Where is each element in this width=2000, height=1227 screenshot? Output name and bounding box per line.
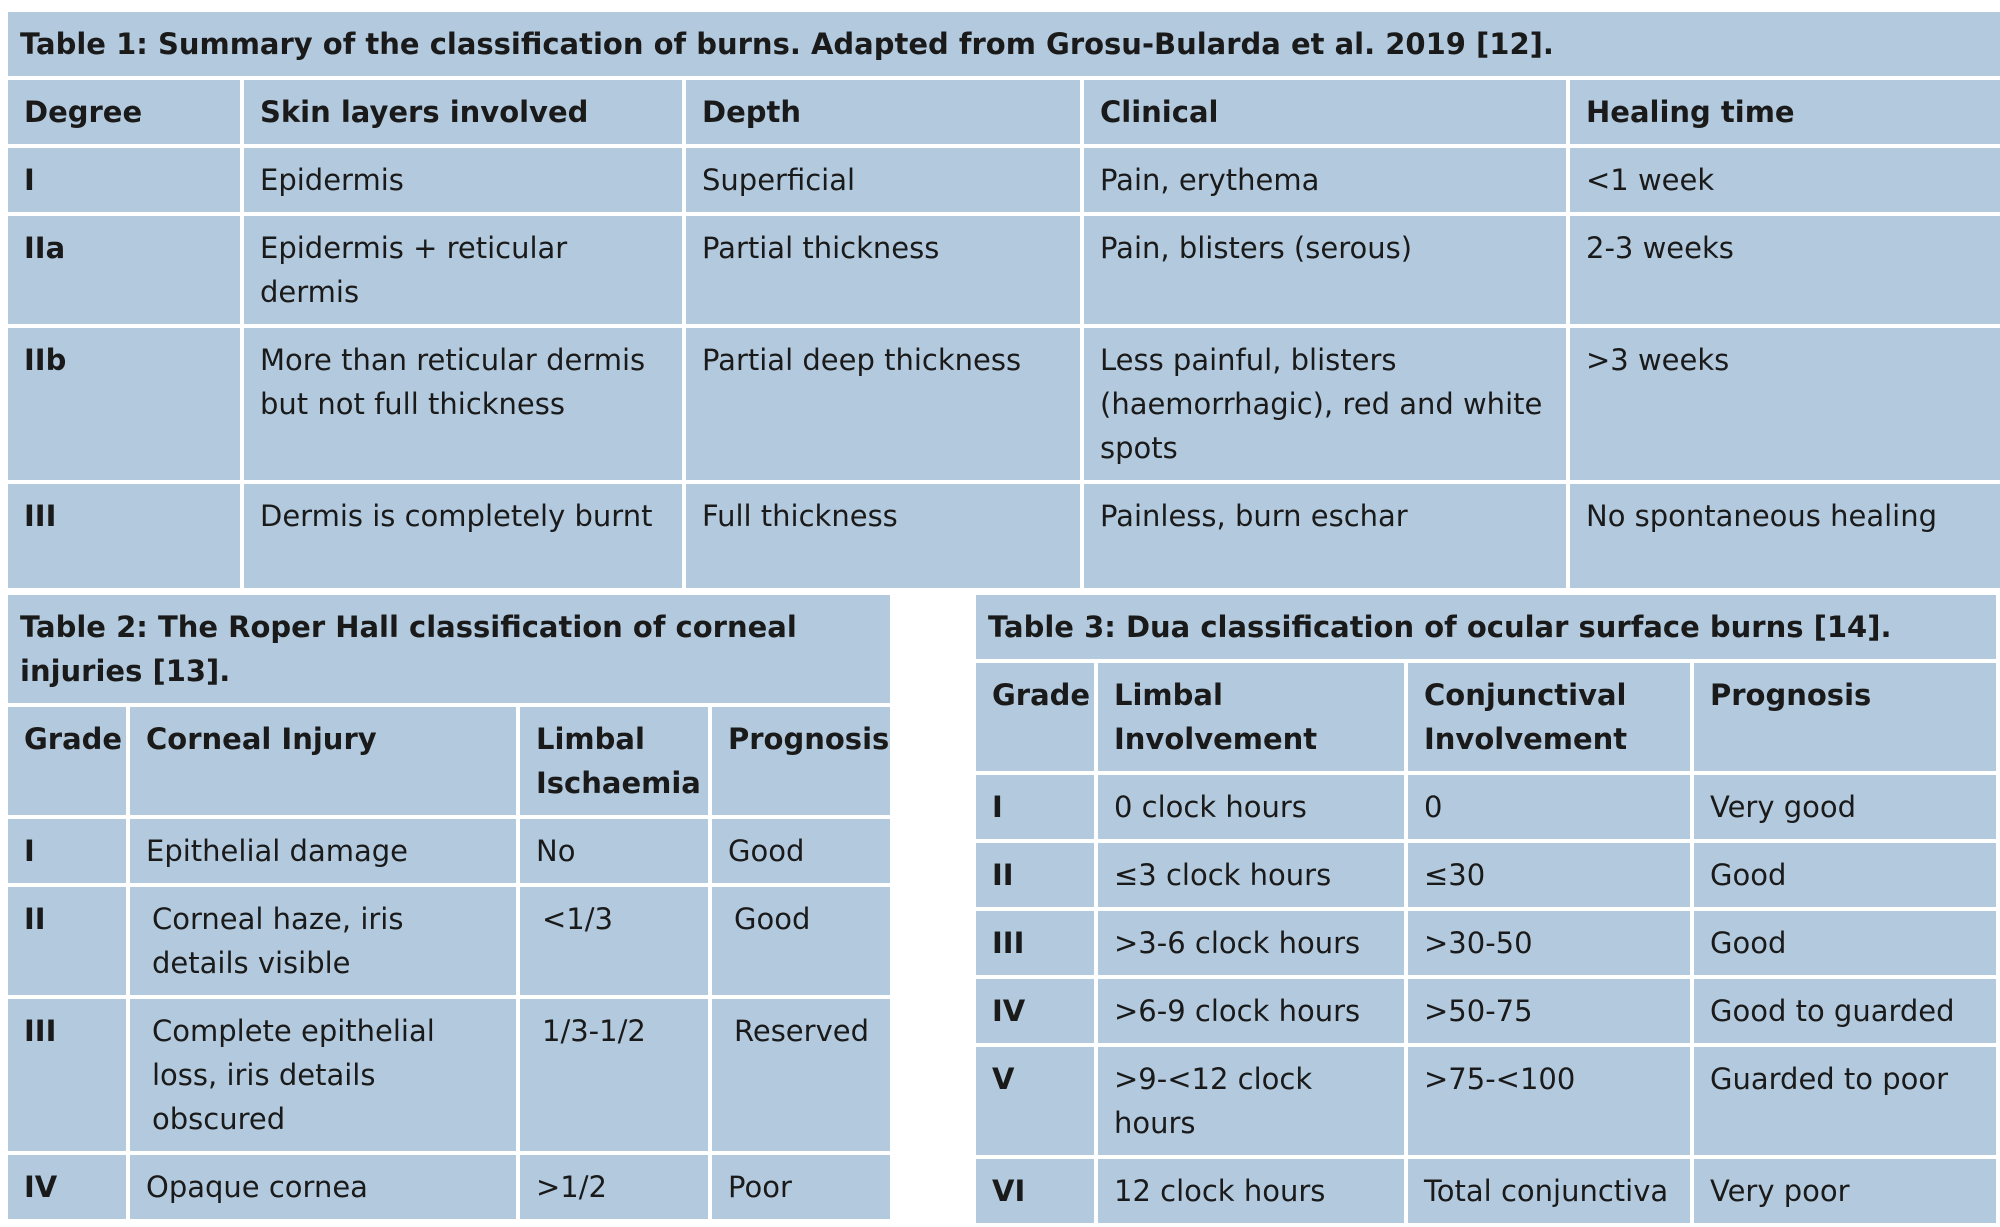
table-3-header-conjunctival-involvement: Conjunctival Involvement xyxy=(1408,663,1690,771)
clinical-cell: Painless, burn eschar xyxy=(1084,484,1566,588)
table-row: II ≤3 clock hours ≤30 Good xyxy=(976,843,1997,907)
table-row: IIb More than reticular dermis but not f… xyxy=(8,328,2000,480)
prognosis-cell: Good to guarded xyxy=(1694,979,1997,1043)
prognosis-cell: Guarded to poor xyxy=(1694,1047,1997,1155)
table-2-header-grade: Grade xyxy=(8,707,126,815)
healing-time-cell: No spontaneous healing xyxy=(1570,484,2000,588)
table-row: II Corneal haze, iris details visible <1… xyxy=(8,887,891,995)
table-3-caption: Table 3: Dua classification of ocular su… xyxy=(976,595,1997,659)
table-1-header-healing-time: Healing time xyxy=(1570,80,2000,144)
skin-layers-cell: Epidermis + reticular dermis xyxy=(244,216,682,324)
depth-cell: Superficial xyxy=(686,148,1080,212)
degree-cell: IIa xyxy=(8,216,240,324)
limbal-involvement-cell: >6-9 clock hours xyxy=(1098,979,1404,1043)
limbal-involvement-cell: ≤3 clock hours xyxy=(1098,843,1404,907)
table-row: IV >6-9 clock hours >50-75 Good to guard… xyxy=(976,979,1997,1043)
conjunctival-involvement-cell: ≤30 xyxy=(1408,843,1690,907)
depth-cell: Partial deep thickness xyxy=(686,328,1080,480)
limbal-involvement-cell: >9-<12 clock hours xyxy=(1098,1047,1404,1155)
prognosis-cell: Very poor xyxy=(1694,1159,1997,1223)
skin-layers-cell: More than reticular dermis but not full … xyxy=(244,328,682,480)
healing-time-cell: 2-3 weeks xyxy=(1570,216,2000,324)
conjunctival-involvement-cell: Total conjunctiva xyxy=(1408,1159,1690,1223)
limbal-involvement-cell: >3-6 clock hours xyxy=(1098,911,1404,975)
table-2-header-prognosis: Prognosis xyxy=(712,707,891,815)
clinical-cell: Less painful, blisters (haemorrhagic), r… xyxy=(1084,328,1566,480)
prognosis-cell: Good xyxy=(712,887,891,995)
clinical-cell: Pain, blisters (serous) xyxy=(1084,216,1566,324)
conjunctival-involvement-cell: >50-75 xyxy=(1408,979,1690,1043)
table-row: I Epidermis Superficial Pain, erythema <… xyxy=(8,148,2000,212)
table-1: Table 1: Summary of the classification o… xyxy=(4,8,2000,592)
degree-cell: III xyxy=(8,484,240,588)
corneal-injury-cell: Epithelial damage xyxy=(130,819,516,883)
table-1-header-clinical: Clinical xyxy=(1084,80,1566,144)
table-3-header-grade: Grade xyxy=(976,663,1094,771)
table-row: VI 12 clock hours Total conjunctiva Very… xyxy=(976,1159,1997,1223)
grade-cell: VI xyxy=(976,1159,1094,1223)
prognosis-cell: Good xyxy=(1694,911,1997,975)
table-3-header-limbal-involvement: Limbal Involvement xyxy=(1098,663,1404,771)
table-1-header-degree: Degree xyxy=(8,80,240,144)
table-1-header-skin-layers: Skin layers involved xyxy=(244,80,682,144)
grade-cell: III xyxy=(8,999,126,1151)
limbal-involvement-cell: 12 clock hours xyxy=(1098,1159,1404,1223)
table-1-caption: Table 1: Summary of the classification o… xyxy=(8,12,2000,76)
table-row: III >3-6 clock hours >30-50 Good xyxy=(976,911,1997,975)
corneal-injury-cell: Complete epithelial loss, iris details o… xyxy=(130,999,516,1151)
grade-cell: II xyxy=(976,843,1094,907)
limbal-ischaemia-cell: 1/3-1/2 xyxy=(520,999,708,1151)
limbal-ischaemia-cell: No xyxy=(520,819,708,883)
table-row: I Epithelial damage No Good xyxy=(8,819,891,883)
prognosis-cell: Reserved xyxy=(712,999,891,1151)
prognosis-cell: Very good xyxy=(1694,775,1997,839)
clinical-cell: Pain, erythema xyxy=(1084,148,1566,212)
conjunctival-involvement-cell: >75-<100 xyxy=(1408,1047,1690,1155)
limbal-ischaemia-cell: >1/2 xyxy=(520,1155,708,1219)
grade-cell: V xyxy=(976,1047,1094,1155)
depth-cell: Partial thickness xyxy=(686,216,1080,324)
table-2-header-limbal-ischaemia: Limbal Ischaemia xyxy=(520,707,708,815)
prognosis-cell: Good xyxy=(1694,843,1997,907)
table-2-header-corneal-injury: Corneal Injury xyxy=(130,707,516,815)
prognosis-cell: Good xyxy=(712,819,891,883)
table-row: V >9-<12 clock hours >75-<100 Guarded to… xyxy=(976,1047,1997,1155)
table-2: Table 2: The Roper Hall classification o… xyxy=(4,591,895,1223)
grade-cell: IV xyxy=(976,979,1094,1043)
healing-time-cell: <1 week xyxy=(1570,148,2000,212)
grade-cell: I xyxy=(8,819,126,883)
skin-layers-cell: Dermis is completely burnt xyxy=(244,484,682,588)
table-1-header-depth: Depth xyxy=(686,80,1080,144)
table-row: I 0 clock hours 0 Very good xyxy=(976,775,1997,839)
table-3: Table 3: Dua classification of ocular su… xyxy=(972,591,2000,1227)
table-row: IIa Epidermis + reticular dermis Partial… xyxy=(8,216,2000,324)
table-2-caption: Table 2: The Roper Hall classification o… xyxy=(8,595,891,703)
table-row: III Complete epithelial loss, iris detai… xyxy=(8,999,891,1151)
prognosis-cell: Poor xyxy=(712,1155,891,1219)
grade-cell: III xyxy=(976,911,1094,975)
grade-cell: II xyxy=(8,887,126,995)
table-3-header-prognosis: Prognosis xyxy=(1694,663,1997,771)
healing-time-cell: >3 weeks xyxy=(1570,328,2000,480)
table-row: IV Opaque cornea >1/2 Poor xyxy=(8,1155,891,1219)
degree-cell: I xyxy=(8,148,240,212)
degree-cell: IIb xyxy=(8,328,240,480)
skin-layers-cell: Epidermis xyxy=(244,148,682,212)
table-row: III Dermis is completely burnt Full thic… xyxy=(8,484,2000,588)
grade-cell: I xyxy=(976,775,1094,839)
corneal-injury-cell: Opaque cornea xyxy=(130,1155,516,1219)
conjunctival-involvement-cell: 0 xyxy=(1408,775,1690,839)
depth-cell: Full thickness xyxy=(686,484,1080,588)
limbal-involvement-cell: 0 clock hours xyxy=(1098,775,1404,839)
corneal-injury-cell: Corneal haze, iris details visible xyxy=(130,887,516,995)
grade-cell: IV xyxy=(8,1155,126,1219)
conjunctival-involvement-cell: >30-50 xyxy=(1408,911,1690,975)
limbal-ischaemia-cell: <1/3 xyxy=(520,887,708,995)
